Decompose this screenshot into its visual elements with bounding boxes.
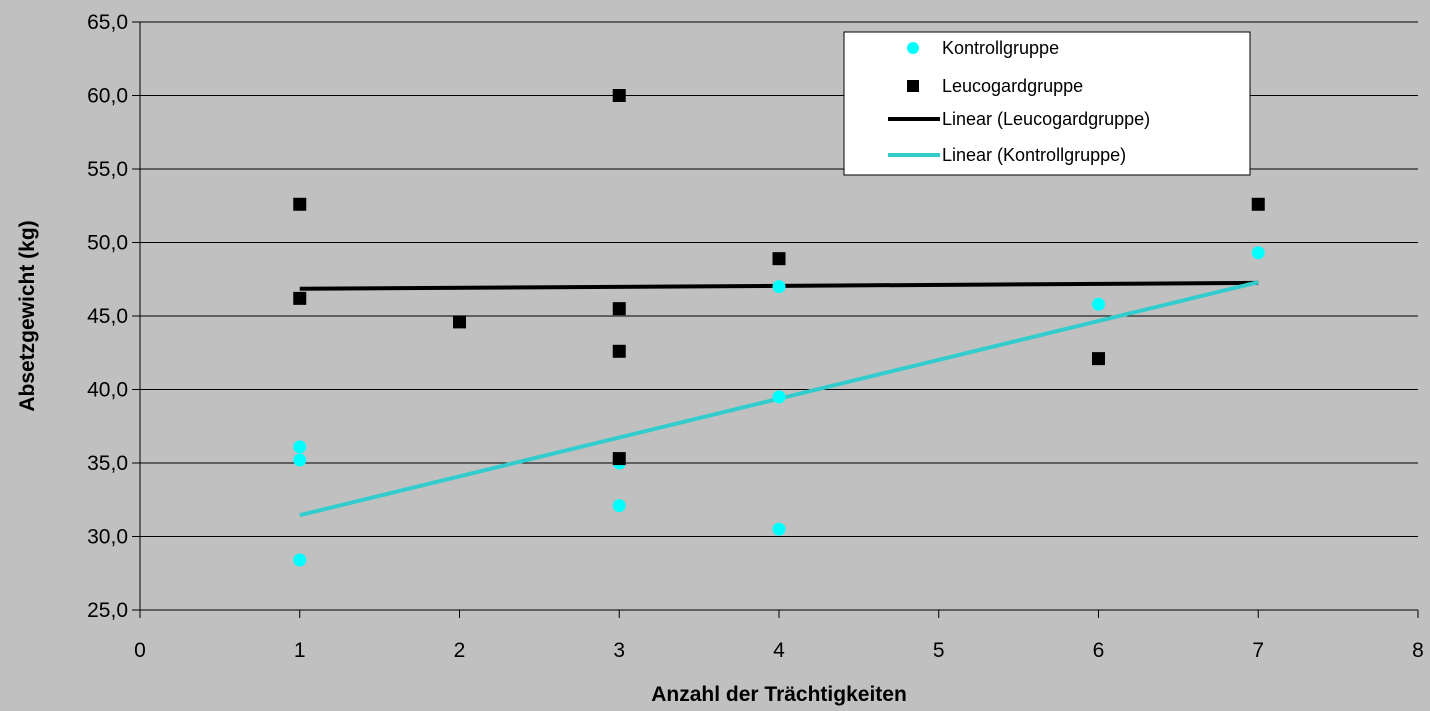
data-point-kontrollgruppe (772, 390, 786, 404)
x-axis-ticks: 0 1 2 3 4 5 6 7 8 (134, 610, 1424, 662)
y-axis-title: Absetzgewicht (kg) (16, 220, 39, 411)
data-point-leucogardgruppe (293, 197, 307, 211)
data-point-leucogardgruppe (612, 89, 626, 102)
data-points (293, 89, 1265, 567)
x-axis-title: Anzahl der Trächtigkeiten (651, 683, 907, 706)
legend-label-linear-leucogard: Linear (Leucogardgruppe) (942, 109, 1150, 129)
data-point-leucogardgruppe (1251, 197, 1265, 211)
data-point-kontrollgruppe (612, 499, 626, 513)
data-point-kontrollgruppe (1251, 246, 1265, 260)
legend-label-linear-kontroll: Linear (Kontrollgruppe) (942, 145, 1126, 165)
data-point-leucogardgruppe (612, 344, 626, 358)
legend-label-kontrollgruppe: Kontrollgruppe (942, 38, 1059, 58)
y-tick-label: 25,0 (87, 599, 128, 622)
x-tick-label: 6 (1093, 639, 1105, 662)
y-tick-label: 65,0 (87, 11, 128, 34)
data-point-leucogardgruppe (293, 291, 307, 305)
x-tick-label: 5 (933, 639, 945, 662)
legend-marker-kontrollgruppe (907, 42, 919, 54)
data-point-kontrollgruppe (293, 453, 307, 467)
data-point-leucogardgruppe (1092, 352, 1105, 366)
y-tick-label: 30,0 (87, 526, 128, 549)
data-point-kontrollgruppe (293, 553, 307, 567)
y-tick-label: 60,0 (87, 85, 128, 108)
y-tick-label: 40,0 (87, 379, 128, 402)
y-axis-ticks: 25,0 30,0 35,0 40,0 45,0 50,0 55,0 60,0 65,0 (87, 11, 140, 622)
legend-label-leucogardgruppe: Leucogardgruppe (942, 76, 1083, 96)
legend-marker-leucogardgruppe (907, 80, 919, 92)
x-tick-label: 2 (454, 639, 466, 662)
data-point-kontrollgruppe (1092, 297, 1105, 311)
y-tick-label: 50,0 (87, 232, 128, 255)
data-point-kontrollgruppe (772, 280, 786, 294)
data-point-kontrollgruppe (293, 440, 307, 454)
data-point-leucogardgruppe (612, 452, 626, 466)
legend-box (843, 31, 1251, 176)
data-point-leucogardgruppe (772, 252, 786, 266)
y-tick-label: 55,0 (87, 158, 128, 181)
data-point-kontrollgruppe (772, 522, 786, 536)
y-tick-label: 45,0 (87, 305, 128, 328)
x-tick-label: 8 (1412, 639, 1424, 662)
data-point-leucogardgruppe (612, 302, 626, 316)
data-point-leucogardgruppe (453, 315, 466, 329)
x-tick-label: 4 (773, 639, 785, 662)
y-tick-label: 35,0 (87, 452, 128, 475)
x-tick-label: 0 (134, 639, 146, 662)
legend: Kontrollgruppe Leucogardgruppe Linear (L… (843, 31, 1251, 176)
x-tick-label: 1 (294, 639, 306, 662)
x-tick-label: 7 (1252, 639, 1264, 662)
x-tick-label: 3 (613, 639, 625, 662)
